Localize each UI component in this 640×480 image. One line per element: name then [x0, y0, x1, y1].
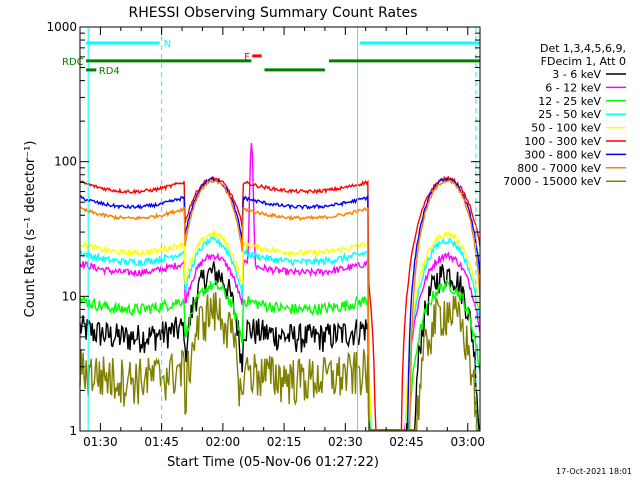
legend-entry-label: 100 - 300 keV: [524, 135, 601, 148]
y-tick-label: 1: [69, 424, 77, 438]
x-tick-label: 02:45: [389, 435, 424, 449]
y-axis-label: Count Rate (s⁻¹ detector⁻¹): [23, 141, 38, 318]
series-line-7000-15000-keV: [79, 291, 480, 431]
plot-frame: [79, 26, 481, 432]
legend-entry-label: 6 - 12 keV: [545, 81, 601, 94]
legend-entry-label: 3 - 6 keV: [552, 68, 601, 81]
x-tick-label: 02:15: [267, 435, 302, 449]
x-tick-label: 01:30: [83, 435, 118, 449]
legend: Det 1,3,4,5,6,9, FDecim 1, Att 0 3 - 6 k…: [503, 42, 626, 188]
x-axis: 01:30 01:45 02:00 02:15 02:30 02:45 03:00: [83, 27, 485, 449]
series-line-12-25-keV: [79, 279, 481, 431]
annotation-label-F: F: [244, 52, 250, 63]
annotation-layer: N F RDC RD4: [62, 39, 480, 77]
x-tick-label: 01:45: [144, 435, 179, 449]
series-line-800-7000-keV: [79, 178, 481, 431]
marker-layer: [87, 27, 477, 431]
x-tick-label: 02:00: [206, 435, 241, 449]
x-axis-label: Start Time (05-Nov-06 01:27:22): [167, 455, 379, 470]
legend-entry-label: 300 - 800 keV: [524, 148, 601, 161]
y-tick-label: 10: [62, 289, 77, 303]
y-tick-label: 100: [54, 155, 77, 169]
annotation-label-RD4: RD4: [99, 66, 120, 77]
date-stamp: 17-Oct-2021 18:01: [556, 467, 632, 476]
legend-entry-label: 7000 - 15000 keV: [503, 175, 601, 188]
legend-header-line-1: Det 1,3,4,5,6,9,: [540, 42, 626, 55]
legend-entry-label: 800 - 7000 keV: [517, 162, 601, 175]
series-line-100-300-keV: [79, 175, 481, 431]
x-tick-label: 03:00: [450, 435, 485, 449]
chart-title: RHESSI Observing Summary Count Rates: [129, 5, 418, 21]
y-tick-label: 1000: [46, 20, 77, 34]
y-axis: 1 10 100 1000: [46, 20, 480, 438]
legend-header-line-2: FDecim 1, Att 0: [541, 55, 626, 68]
series-layer: [79, 143, 481, 431]
annotation-label-N: N: [164, 39, 171, 50]
annotation-label-RDC: RDC: [62, 57, 84, 68]
series-line-6-12-keV: [79, 143, 481, 431]
series-line-300-800-keV: [80, 176, 481, 431]
legend-entry-label: 25 - 50 keV: [538, 108, 601, 121]
x-tick-label: 02:30: [328, 435, 363, 449]
legend-entry-label: 50 - 100 keV: [531, 122, 601, 135]
series-line-25-50-keV: [79, 235, 481, 431]
legend-entry-label: 12 - 25 keV: [538, 95, 601, 108]
